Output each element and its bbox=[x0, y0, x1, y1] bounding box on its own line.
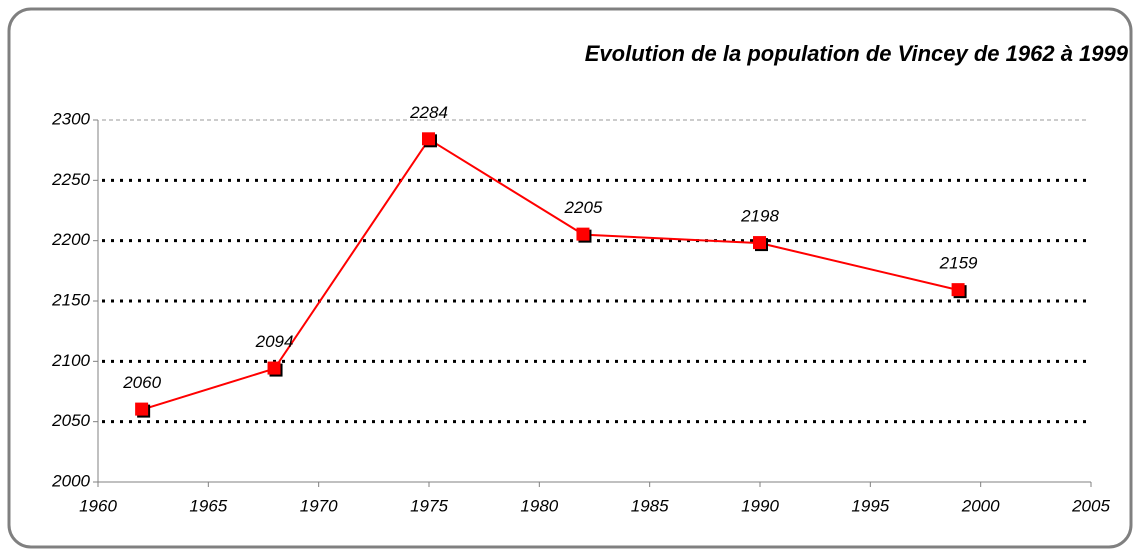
y-tick-label: 2300 bbox=[51, 109, 90, 128]
x-tick-label: 1985 bbox=[631, 496, 669, 515]
data-label: 2159 bbox=[939, 254, 978, 273]
marker bbox=[951, 283, 967, 299]
marker bbox=[267, 361, 283, 377]
data-label: 2060 bbox=[122, 373, 161, 392]
x-tick-label: 1995 bbox=[851, 496, 889, 515]
y-tick-label: 2100 bbox=[51, 351, 90, 370]
y-tick-label: 2150 bbox=[51, 290, 90, 309]
marker-square bbox=[267, 361, 281, 375]
x-tick-label: 2005 bbox=[1071, 496, 1110, 515]
y-tick-label: 2200 bbox=[51, 230, 90, 249]
marker bbox=[576, 227, 592, 243]
x-tick-label: 1980 bbox=[520, 496, 558, 515]
y-tick-label: 2050 bbox=[51, 411, 90, 430]
chart-frame bbox=[7, 7, 1133, 549]
marker bbox=[753, 236, 768, 252]
y-tick-label: 2000 bbox=[51, 471, 90, 490]
marker-square bbox=[422, 132, 435, 146]
y-tick-label: 2250 bbox=[51, 170, 90, 189]
data-label: 2094 bbox=[255, 332, 294, 351]
marker bbox=[422, 132, 437, 148]
data-label: 2284 bbox=[409, 103, 448, 122]
marker-square bbox=[576, 227, 590, 241]
x-tick-label: 1975 bbox=[410, 496, 448, 515]
data-label: 2198 bbox=[740, 207, 779, 226]
x-tick-label: 2000 bbox=[961, 496, 1000, 515]
marker-square bbox=[135, 402, 149, 416]
chart-title: Evolution de la population de Vincey de … bbox=[585, 41, 1129, 66]
x-tick-label: 1990 bbox=[741, 496, 779, 515]
series-line bbox=[141, 137, 959, 411]
marker-square bbox=[951, 283, 965, 297]
x-tick-label: 1965 bbox=[189, 496, 227, 515]
data-label: 2205 bbox=[564, 198, 603, 217]
x-tick-label: 1970 bbox=[300, 496, 338, 515]
marker-square bbox=[753, 236, 766, 250]
x-tick-label: 1960 bbox=[79, 496, 117, 515]
marker bbox=[135, 402, 151, 418]
